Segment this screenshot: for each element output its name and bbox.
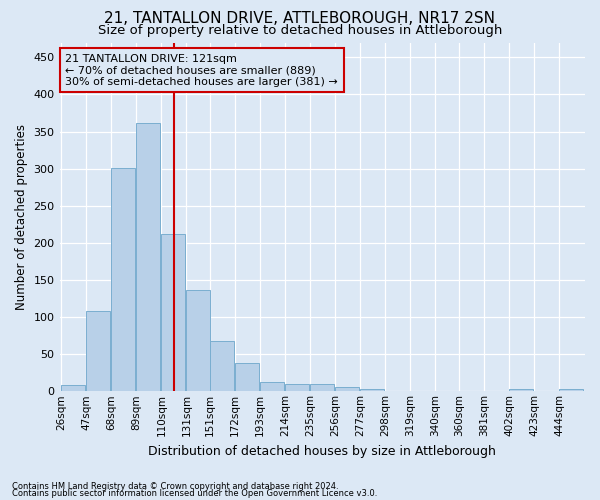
Bar — [112, 168, 135, 392]
Bar — [235, 363, 259, 392]
Bar — [260, 382, 284, 392]
X-axis label: Distribution of detached houses by size in Attleborough: Distribution of detached houses by size … — [148, 444, 496, 458]
Bar — [310, 384, 334, 392]
Bar — [210, 341, 234, 392]
Bar — [335, 387, 359, 392]
Bar — [361, 389, 384, 392]
Bar — [559, 389, 583, 392]
Bar — [61, 386, 85, 392]
Bar — [86, 311, 110, 392]
Y-axis label: Number of detached properties: Number of detached properties — [15, 124, 28, 310]
Text: 21, TANTALLON DRIVE, ATTLEBOROUGH, NR17 2SN: 21, TANTALLON DRIVE, ATTLEBOROUGH, NR17 … — [104, 11, 496, 26]
Bar — [161, 234, 185, 392]
Bar — [187, 290, 210, 392]
Bar — [286, 384, 309, 392]
Bar — [509, 389, 533, 392]
Bar — [136, 122, 160, 392]
Text: 21 TANTALLON DRIVE: 121sqm
← 70% of detached houses are smaller (889)
30% of sem: 21 TANTALLON DRIVE: 121sqm ← 70% of deta… — [65, 54, 338, 87]
Text: Contains HM Land Registry data © Crown copyright and database right 2024.: Contains HM Land Registry data © Crown c… — [12, 482, 338, 491]
Text: Contains public sector information licensed under the Open Government Licence v3: Contains public sector information licen… — [12, 490, 377, 498]
Text: Size of property relative to detached houses in Attleborough: Size of property relative to detached ho… — [98, 24, 502, 37]
